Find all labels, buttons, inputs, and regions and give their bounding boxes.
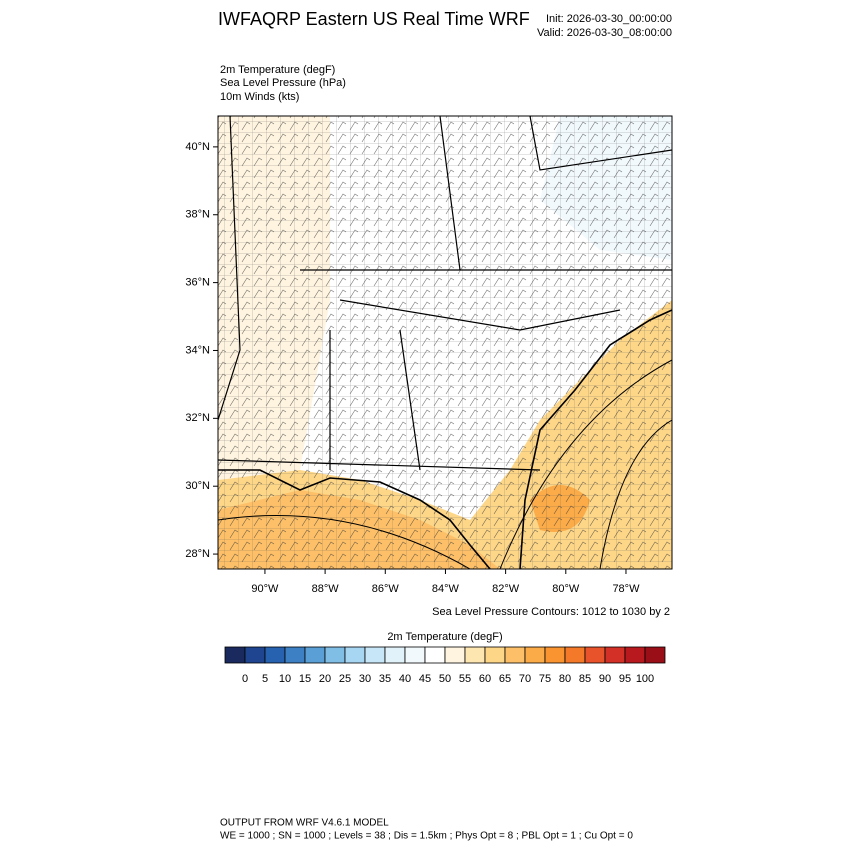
colorbar-label: 30 <box>359 673 371 685</box>
colorbar-label: 40 <box>399 673 411 685</box>
map-area <box>218 116 672 569</box>
colorbar-label: 70 <box>519 673 531 685</box>
field-label: Sea Level Pressure (hPa) <box>220 77 346 89</box>
valid-time: Valid: 2026-03-30_08:00:00 <box>537 27 672 39</box>
field-label: 2m Temperature (degF) <box>220 64 335 76</box>
colorbar-label: 20 <box>319 673 331 685</box>
colorbar-label: 60 <box>479 673 491 685</box>
colorbar-box <box>464 646 486 664</box>
colorbar-box <box>344 646 366 664</box>
colorbar-box <box>544 646 566 664</box>
contour-note: Sea Level Pressure Contours: 1012 to 103… <box>432 606 670 618</box>
colorbar-box <box>284 646 306 664</box>
colorbar-label: 50 <box>439 673 451 685</box>
colorbar-title: 2m Temperature (degF) <box>387 631 502 643</box>
colorbar-label: 75 <box>539 673 551 685</box>
colorbar-label: 90 <box>599 673 611 685</box>
lon-tick-label: 80°W <box>552 583 580 595</box>
lat-tick-label: 38°N <box>185 209 210 221</box>
lon-tick-label: 78°W <box>612 583 640 595</box>
lat-tick-label: 30°N <box>185 480 210 492</box>
colorbar-box <box>484 646 506 664</box>
colorbar-label: 65 <box>499 673 511 685</box>
colorbar-label: 85 <box>579 673 591 685</box>
lon-tick-label: 88°W <box>312 583 340 595</box>
colorbar-label: 25 <box>339 673 351 685</box>
footer-line: OUTPUT FROM WRF V4.6.1 MODEL <box>220 818 389 829</box>
lat-tick-label: 40°N <box>185 141 210 153</box>
colorbar-label: 5 <box>262 673 268 685</box>
footer-line: WE = 1000 ; SN = 1000 ; Levels = 38 ; Di… <box>220 831 633 842</box>
colorbar-label: 15 <box>299 673 311 685</box>
lon-tick-label: 90°W <box>251 583 279 595</box>
colorbar-label: 45 <box>419 673 431 685</box>
colorbar-label: 80 <box>559 673 571 685</box>
colorbar-label: 10 <box>279 673 291 685</box>
colorbar-box <box>384 646 406 664</box>
colorbar-box <box>564 646 586 664</box>
init-time: Init: 2026-03-30_00:00:00 <box>546 13 672 25</box>
lat-tick-label: 36°N <box>185 277 210 289</box>
colorbar-box <box>624 646 646 664</box>
colorbar-box <box>524 646 546 664</box>
colorbar-label: 0 <box>242 673 248 685</box>
colorbar-label: 100 <box>636 673 654 685</box>
lat-tick-label: 28°N <box>185 548 210 560</box>
colorbar-label: 55 <box>459 673 471 685</box>
title: IWFAQRP Eastern US Real Time WRF <box>218 9 530 29</box>
colorbar-box <box>364 646 386 664</box>
colorbar-box <box>244 646 266 664</box>
lon-tick-label: 82°W <box>492 583 520 595</box>
colorbar-label: 95 <box>619 673 631 685</box>
lat-tick-label: 34°N <box>185 344 210 356</box>
lat-tick-label: 32°N <box>185 412 210 424</box>
colorbar-box <box>584 646 606 664</box>
colorbar-label: 35 <box>379 673 391 685</box>
colorbar-box <box>504 646 526 664</box>
colorbar-box <box>404 646 426 664</box>
field-label: 10m Winds (kts) <box>220 91 299 103</box>
colorbar-box <box>264 646 286 664</box>
colorbar-box <box>424 646 446 664</box>
colorbar-box <box>224 646 246 664</box>
colorbar-box <box>604 646 626 664</box>
colorbar-box <box>304 646 326 664</box>
colorbar-box <box>644 646 666 664</box>
colorbar-box <box>444 646 466 664</box>
lon-tick-label: 86°W <box>372 583 400 595</box>
colorbar-box <box>324 646 346 664</box>
lon-tick-label: 84°W <box>432 583 460 595</box>
